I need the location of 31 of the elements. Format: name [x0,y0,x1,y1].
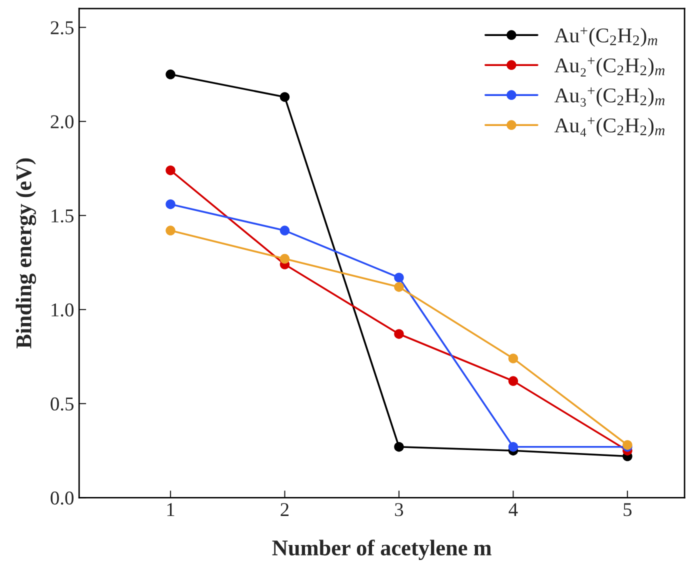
point [166,199,176,210]
x-tick-label: 5 [624,503,632,516]
y-tick-label: 2.0 [50,115,74,128]
legend-label: Au₄$^{+}$(C$_{2}$H$_{2}$)$_{m}$ [554,117,665,137]
point [394,282,404,292]
legend-label: Au₃$^{+}$(C$_{2}$H$_{2}$)$_{m}$ [554,87,665,107]
x-tick-label: 1 [167,503,174,516]
x-tick-label: 4 [508,503,518,516]
x-tick-label: 3 [395,503,404,516]
point [280,254,290,264]
point [394,442,404,452]
x-axis-title: Number of acetylene m [272,540,492,560]
y-tick-label: 0.5 [50,397,74,411]
point [166,226,176,236]
point [508,354,518,364]
point [166,70,176,80]
point [280,226,290,236]
point [394,272,404,282]
point [166,165,176,176]
y-tick-label: 1.5 [52,209,74,223]
point [280,92,290,102]
y-axis-title: Binding energy (eV) [16,158,36,348]
point [508,376,518,386]
y-tick-label: 1.0 [52,303,74,317]
y-tick-label: 0.0 [50,491,74,505]
y-tick-label: 2.5 [50,21,74,34]
point [508,442,518,452]
legend-label: Au$^{+}$(C$_{2}$H$_{2}$)$_{m}$ [554,27,658,47]
x-tick-label: 2 [280,503,289,516]
legend-label: Au₂$^{+}$(C$_{2}$H$_{2}$)$_{m}$ [554,57,665,77]
point [394,329,404,339]
